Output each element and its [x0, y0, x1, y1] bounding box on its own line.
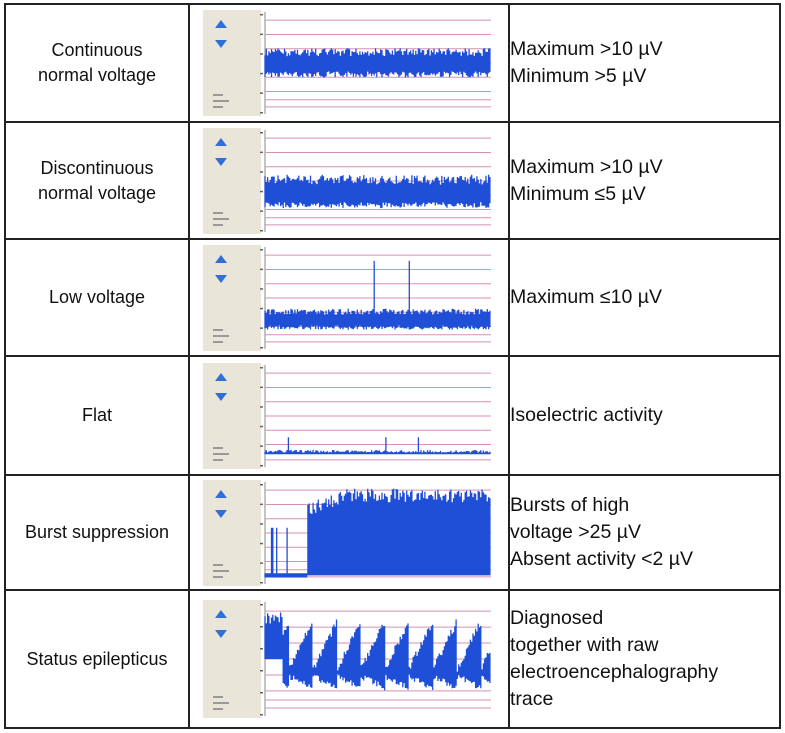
table-row: Burst suppression Bursts of high voltage >… — [4, 474, 781, 591]
table-row: Status epilepticus Diagnosed together with… — [4, 589, 781, 729]
aeeg-continuous-trace — [203, 10, 491, 116]
table-row: Discontinuous normal voltage Maximum >10 µ… — [4, 121, 781, 240]
pattern-name-line: Status epilepticus — [26, 648, 168, 669]
criteria-cell: Bursts of high voltage >25 µV Absent activ… — [508, 474, 781, 591]
pattern-name-line: Discontinuous — [40, 157, 154, 178]
pattern-name-line: Low voltage — [48, 287, 146, 307]
criteria-line: Bursts of high — [510, 494, 630, 516]
trace-cell — [188, 474, 510, 591]
pattern-name-line: normal voltage — [37, 182, 157, 203]
criteria-line: Maximum >10 µV — [510, 38, 663, 60]
criteria-line: Maximum >10 µV — [510, 155, 663, 178]
criteria-line: Diagnosed — [510, 607, 604, 629]
trace-cell — [188, 355, 510, 476]
criteria-cell: Maximum ≤10 µV — [508, 238, 781, 357]
criteria-line: Minimum >5 µV — [510, 65, 647, 87]
criteria-line: trace — [510, 688, 554, 710]
criteria-line: Maximum ≤10 µV — [510, 286, 662, 308]
aeeg-low-voltage-trace — [203, 244, 491, 351]
criteria-cell: Maximum >10 µV Minimum ≤5 µV — [508, 121, 781, 240]
pattern-name-cell: Status epilepticus — [4, 589, 190, 729]
pattern-name-line: Flat — [81, 405, 112, 425]
criteria-cell: Diagnosed together with raw electroencepha… — [508, 589, 781, 729]
aeeg-burst-suppression-trace — [203, 479, 491, 586]
criteria-cell: Isoelectric activity — [508, 355, 781, 476]
table-row: Flat Isoelectric activity — [4, 355, 781, 476]
table-row: Continuous normal voltage Maximum >10 µV Mi… — [4, 3, 781, 123]
aeeg-flat-trace — [203, 362, 491, 469]
pattern-name-line: normal voltage — [37, 65, 157, 85]
trace-cell — [188, 589, 510, 729]
pattern-name-line: Burst suppression — [24, 522, 170, 542]
table-row: Low voltage Maximum ≤10 µV — [4, 238, 781, 357]
trace-cell — [188, 3, 510, 123]
pattern-name-cell: Flat — [4, 355, 190, 476]
pattern-name-cell: Low voltage — [4, 238, 190, 357]
pattern-name-cell: Continuous normal voltage — [4, 3, 190, 123]
trace-cell — [188, 238, 510, 357]
aeeg-status-epilepticus-trace — [203, 600, 491, 718]
criteria-line: Isoelectric activity — [510, 404, 663, 426]
aeeg-discontinuous-trace — [203, 127, 491, 234]
criteria-line: Minimum ≤5 µV — [510, 182, 646, 205]
criteria-line: Absent activity <2 µV — [510, 548, 694, 570]
criteria-cell: Maximum >10 µV Minimum >5 µV — [508, 3, 781, 123]
trace-cell — [188, 121, 510, 240]
criteria-line: voltage >25 µV — [510, 521, 642, 543]
criteria-line: together with raw — [510, 634, 659, 656]
pattern-name-line: Continuous — [51, 40, 143, 60]
eeg-pattern-table: Continuous normal voltage Maximum >10 µV Mi… — [4, 3, 781, 729]
pattern-name-cell: Discontinuous normal voltage — [4, 121, 190, 240]
criteria-line: electroencephalography — [510, 661, 719, 683]
pattern-name-cell: Burst suppression — [4, 474, 190, 591]
